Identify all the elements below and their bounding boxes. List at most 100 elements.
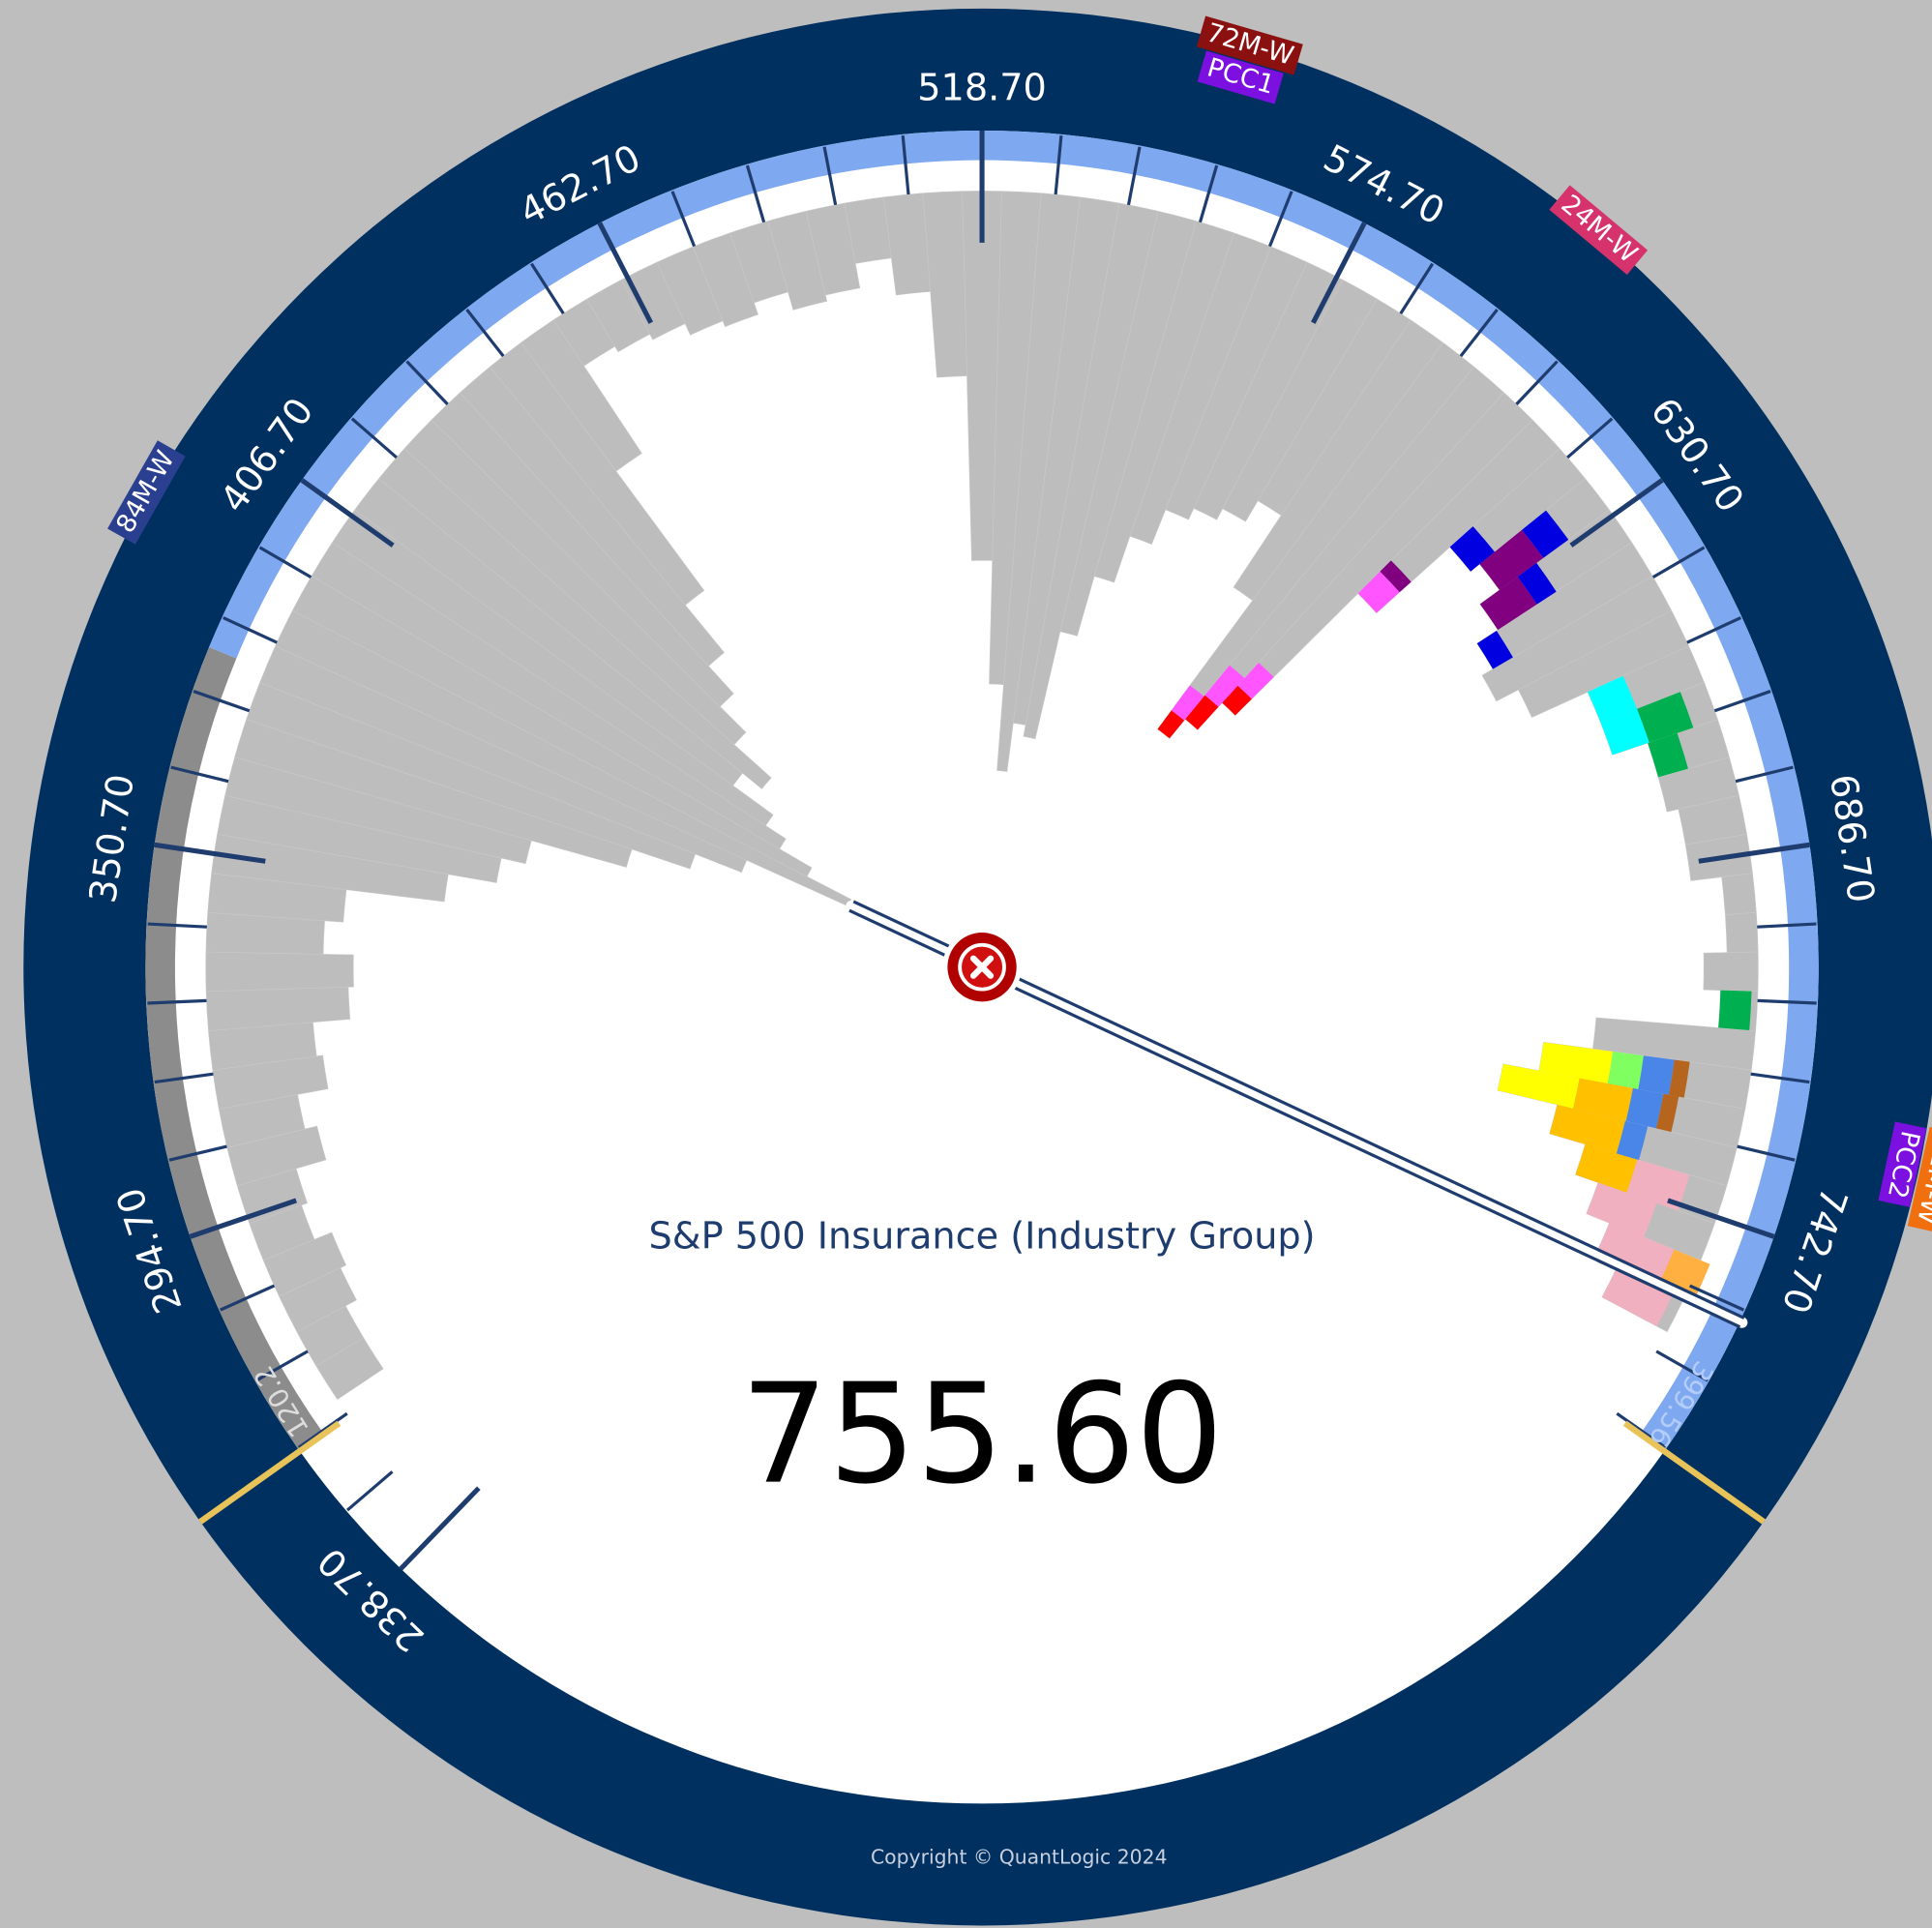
range-band: [145, 646, 324, 1452]
minor-tick: [1750, 1072, 1810, 1084]
overlay-bar: [1575, 1143, 1638, 1193]
minor-tick: [346, 1470, 394, 1512]
copyright: Copyright © QuantLogic 2024: [871, 1845, 1168, 1868]
overlay-bar: [1549, 1104, 1625, 1154]
profile-bar: [212, 1054, 329, 1110]
overlay-bar: [1479, 577, 1537, 631]
overlay-bar: [1157, 710, 1185, 739]
minor-tick: [154, 1072, 214, 1084]
minor-tick: [297, 1411, 348, 1449]
overlay-bar: [1718, 990, 1752, 1031]
tick-label: 518.70: [917, 67, 1047, 109]
profile-bar: [205, 951, 354, 993]
profile-bars: [205, 191, 1759, 1401]
overlay-bar: [1449, 526, 1496, 572]
minor-tick: [223, 616, 278, 644]
major-tick: [597, 222, 654, 324]
range-end-marker: [1622, 1420, 1766, 1525]
minor-tick: [1757, 998, 1817, 1005]
profile-bar: [805, 202, 861, 296]
minor-tick: [1198, 164, 1219, 223]
overlay-bar: [1517, 562, 1557, 605]
major-tick: [300, 478, 395, 548]
overlay-bar: [1607, 1051, 1644, 1089]
overlay-bar: [1625, 1087, 1664, 1129]
profile-bar: [1725, 911, 1759, 953]
minor-tick: [258, 546, 312, 578]
minor-tick: [1757, 922, 1817, 929]
minor-tick: [147, 922, 207, 929]
profile-bar: [262, 1231, 347, 1297]
overlay-bar: [1222, 685, 1252, 716]
minor-tick: [1616, 1411, 1667, 1449]
minor-tick: [670, 191, 697, 248]
minor-tick: [745, 164, 766, 223]
profile-bar: [403, 419, 747, 746]
minor-tick: [465, 309, 505, 358]
overlay-bar: [1648, 732, 1688, 778]
badge-box: [1196, 15, 1303, 75]
minor-tick: [1566, 417, 1614, 460]
range-end-marker: [198, 1420, 342, 1525]
minor-tick: [147, 998, 207, 1005]
minor-tick: [1686, 616, 1742, 644]
minor-tick: [1737, 1144, 1796, 1162]
minor-tick: [822, 146, 838, 206]
minor-tick: [405, 360, 449, 405]
current-value: 755.60: [741, 1354, 1224, 1515]
profile-bar: [332, 509, 774, 826]
overlay-bar: [1595, 1223, 1675, 1285]
major-tick: [189, 1198, 298, 1239]
profile-bar: [1657, 756, 1739, 813]
profile-bar: [1222, 279, 1378, 522]
minor-tick: [1713, 690, 1771, 713]
overlay-bar: [1626, 1159, 1690, 1211]
minor-tick: [530, 262, 565, 314]
minor-tick: [1399, 262, 1435, 314]
overlay-bar: [1380, 560, 1412, 593]
overlay-bar: [1185, 695, 1219, 730]
profile-bar: [767, 210, 828, 311]
major-tick: [1698, 842, 1810, 864]
overlay-bar: [1237, 662, 1274, 699]
badge-box: [1197, 50, 1284, 104]
profile-bar: [1165, 246, 1308, 520]
minor-tick: [1515, 360, 1559, 405]
close-button[interactable]: [942, 927, 1022, 1007]
overlay-bar: [1638, 1055, 1675, 1095]
profile-bar: [1721, 873, 1757, 915]
minor-tick: [350, 417, 398, 460]
minor-tick: [168, 1144, 227, 1162]
badge-box: [1549, 185, 1649, 275]
minor-tick: [1054, 135, 1063, 195]
major-tick: [1569, 478, 1664, 548]
profile-bar: [460, 366, 725, 667]
badge-box: [1907, 1126, 1932, 1233]
minor-tick: [1126, 146, 1142, 206]
overlay-bar: [1476, 631, 1513, 669]
minor-tick: [1655, 1350, 1709, 1382]
minor-tick: [1267, 191, 1293, 248]
minor-tick: [1735, 765, 1794, 784]
profile-bar: [1518, 609, 1689, 718]
profile-bar: [1481, 575, 1673, 702]
profile-bar: [1703, 951, 1759, 993]
minor-tick: [220, 1284, 276, 1312]
overlay-bar: [1600, 708, 1650, 756]
overlay-bar: [1616, 1120, 1649, 1161]
badge-box: [107, 440, 186, 545]
major-tick: [1311, 222, 1367, 324]
overlay-bar: [1357, 571, 1400, 613]
minor-tick: [255, 1350, 309, 1382]
profile-bar: [1093, 221, 1234, 583]
minor-tick: [1688, 1284, 1745, 1312]
profile-bar: [692, 232, 758, 328]
close-icon: [969, 955, 995, 979]
minor-tick: [170, 765, 229, 784]
minor-tick: [1459, 309, 1499, 358]
overlay-bar: [1588, 675, 1638, 724]
chart-title: S&P 500 Insurance (Industry Group): [649, 1215, 1316, 1258]
profile-bar: [311, 542, 787, 850]
major-tick: [154, 842, 266, 864]
